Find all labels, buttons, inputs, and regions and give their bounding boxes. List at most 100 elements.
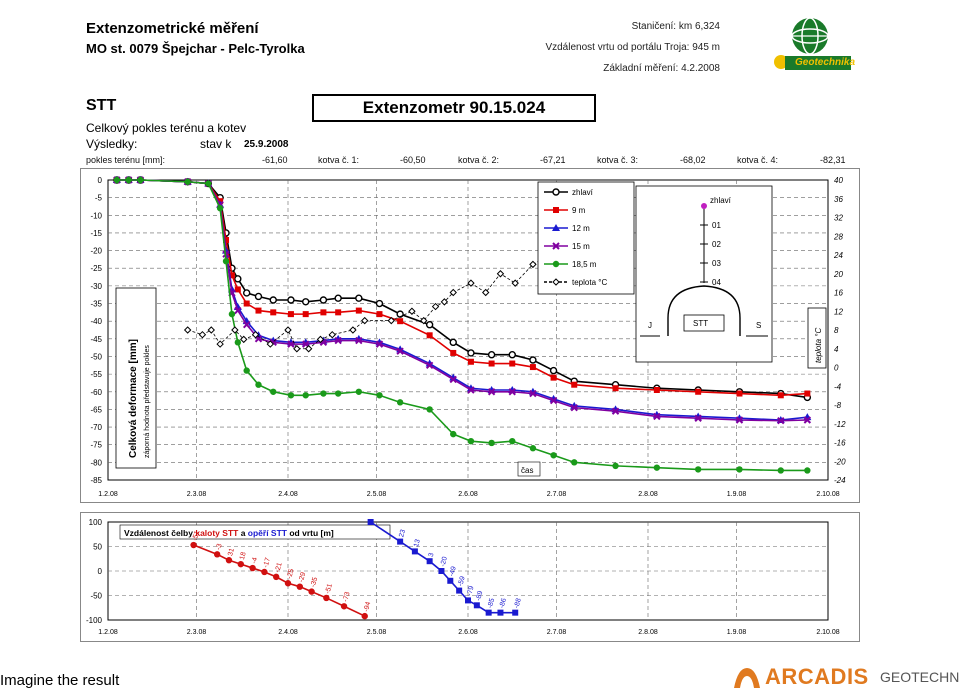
data-point [234,306,242,315]
data-point [488,360,495,367]
data-point [184,178,191,185]
data-point [234,286,241,293]
data-label: -49 [448,566,457,578]
data-point [376,392,383,399]
data-point [456,587,463,594]
y2-tick-label: 40 [834,176,843,185]
arcadis-mark-icon [734,668,760,688]
data-point [549,366,558,375]
data-point [571,381,578,388]
data-point [272,573,280,581]
data-point [367,519,374,525]
series-line [187,259,542,350]
data-point [777,392,784,399]
title-box [119,524,391,540]
data-point [804,467,811,474]
data-point [243,367,250,374]
globe-icon [774,17,851,70]
section-subtitle: Celkový pokles terénu a kotev [86,121,247,135]
footer-brand: ARCADIS [765,664,869,689]
data-point [340,603,348,610]
data-point [361,316,369,325]
data-point [467,386,475,394]
data-point [355,388,363,395]
summary-value-1: -60,50 [400,155,426,165]
data-point [304,345,313,353]
data-point [804,390,811,397]
data-point [438,568,445,574]
data-point [508,351,516,359]
data-point [243,300,250,307]
series-5 [183,255,546,353]
y-tick-label: -30 [90,282,102,291]
legend-marker [552,224,560,231]
data-point [308,588,315,595]
diagram-head [701,203,707,209]
data-point [249,564,256,572]
diagram-s-label: S [756,321,761,330]
data-point [777,467,784,474]
data-point [361,612,368,620]
data-point [287,392,295,399]
y-tick-label: -80 [90,458,102,467]
data-point [293,345,301,353]
data-point [467,349,475,357]
data-point [612,385,619,392]
data-point [736,466,743,473]
section-name: STT [86,97,117,114]
data-label: -17 [263,557,272,569]
footer-brand-suffix: GEOTECHNIKA [880,669,960,685]
data-point [334,390,342,397]
data-point [270,388,277,395]
data-point [287,311,294,318]
y-tick-label: -50 [90,592,102,601]
staniceni-text: Staničení: km 6,324 [631,21,720,32]
x-axis-label: čas [521,466,533,475]
stav-date: 25.9.2008 [244,139,289,150]
data-label: -59 [457,575,466,587]
data-point [355,294,363,302]
data-point [550,374,557,381]
data-point [529,389,537,398]
series-4 [113,176,811,474]
y-tick-label: -100 [86,616,103,625]
y-tick-label: -40 [90,317,102,326]
data-point [251,330,260,339]
y-axis-label: Celková deformace [mm] [128,339,139,458]
data-point [198,330,207,339]
y-tick-label: -5 [95,194,103,203]
diagram-j-label: J [648,321,652,330]
data-point [467,358,474,365]
data-point [228,272,235,279]
y2-tick-label: 4 [834,345,839,354]
data-point [334,294,342,302]
data-point [296,583,304,590]
x-tick-label: 2.3.08 [187,491,207,498]
data-point [440,298,449,306]
footer-tagline: Imagine the result [0,672,120,689]
diagram-label-head: zhlaví [710,196,732,205]
data-point [449,288,457,297]
data-point [287,296,295,304]
data-point [450,349,457,356]
legend-label: zhlaví [572,188,594,197]
data-point [355,307,362,314]
data-point [335,309,342,316]
data-point [254,292,263,301]
y2-tick-label: -4 [834,382,842,391]
data-label: -94 [363,601,372,613]
y-tick-label: 0 [98,176,103,185]
y-tick-label: -35 [90,300,102,309]
y2-tick-label: 12 [834,307,843,316]
data-point [125,176,132,184]
y2-tick-label: 0 [834,364,839,373]
data-point [447,577,454,584]
data-point [319,296,328,304]
data-point [216,340,224,348]
y2-tick-label: -8 [834,401,842,410]
data-point [137,176,144,184]
diagram-anchor-label: 01 [712,221,721,230]
y-tick-label: -70 [90,423,102,432]
data-point [549,396,558,405]
data-label: 13 [413,538,422,547]
